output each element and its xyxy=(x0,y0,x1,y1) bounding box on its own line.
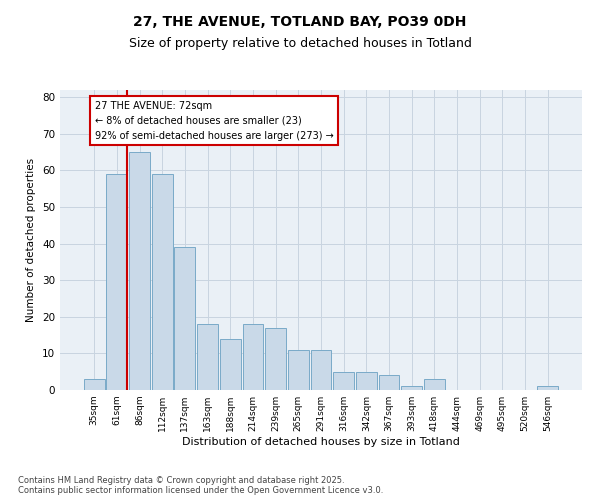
Bar xyxy=(242,324,263,390)
Y-axis label: Number of detached properties: Number of detached properties xyxy=(26,158,37,322)
Bar xyxy=(356,372,377,390)
Bar xyxy=(265,328,286,390)
Bar xyxy=(152,174,173,390)
Bar xyxy=(175,248,196,390)
Bar xyxy=(288,350,309,390)
Text: Size of property relative to detached houses in Totland: Size of property relative to detached ho… xyxy=(128,38,472,51)
Bar xyxy=(401,386,422,390)
Bar xyxy=(333,372,354,390)
Bar xyxy=(84,379,104,390)
X-axis label: Distribution of detached houses by size in Totland: Distribution of detached houses by size … xyxy=(182,437,460,447)
Bar xyxy=(197,324,218,390)
Bar xyxy=(220,339,241,390)
Bar xyxy=(424,379,445,390)
Text: 27 THE AVENUE: 72sqm
← 8% of detached houses are smaller (23)
92% of semi-detach: 27 THE AVENUE: 72sqm ← 8% of detached ho… xyxy=(95,101,334,140)
Bar xyxy=(311,350,331,390)
Bar xyxy=(129,152,150,390)
Text: Contains HM Land Registry data © Crown copyright and database right 2025.
Contai: Contains HM Land Registry data © Crown c… xyxy=(18,476,383,495)
Bar xyxy=(106,174,127,390)
Bar xyxy=(538,386,558,390)
Text: 27, THE AVENUE, TOTLAND BAY, PO39 0DH: 27, THE AVENUE, TOTLAND BAY, PO39 0DH xyxy=(133,15,467,29)
Bar xyxy=(379,376,400,390)
